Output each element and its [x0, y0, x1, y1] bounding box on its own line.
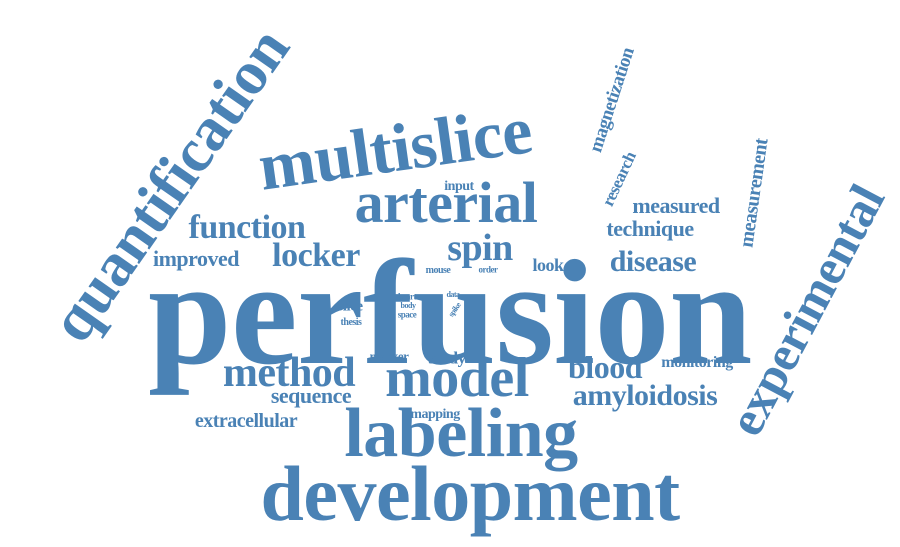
word-sequence: sequence	[270, 383, 352, 408]
word-extracellular: extracellular	[194, 410, 298, 432]
word-development: development	[260, 450, 680, 537]
word-measured: measured	[632, 193, 720, 218]
word-locker: locker	[272, 237, 360, 274]
word-method: method	[222, 350, 356, 396]
word-amyloidosis: amyloidosis	[572, 379, 718, 412]
word-body: body	[400, 301, 416, 310]
word-marker: marker	[369, 348, 409, 364]
word-look: look	[532, 255, 564, 275]
word-study: study	[428, 348, 466, 368]
word-improved: improved	[152, 246, 240, 271]
word-monitoring: monitoring	[661, 354, 733, 371]
word-space: space	[397, 309, 417, 320]
word-model: model	[385, 347, 529, 409]
word-disease: disease	[609, 245, 697, 278]
word-arterial: arterial	[354, 170, 538, 235]
word-measurement: measurement	[735, 137, 773, 249]
word-spin: spin	[447, 227, 513, 269]
word-function: function	[188, 209, 306, 246]
word-slice: slice	[337, 298, 364, 315]
word-technique: technique	[606, 216, 694, 241]
word-mapping: mapping	[410, 407, 460, 422]
word-heart: heart	[398, 291, 417, 302]
word-blood: blood	[568, 349, 642, 385]
word-thesis: thesis	[340, 317, 362, 328]
word-mouse: mouse	[425, 265, 451, 276]
word-order: order	[478, 264, 499, 275]
word-perfusion: perfusion	[148, 230, 752, 396]
word-labeling: labeling	[344, 395, 578, 472]
word-data: data	[446, 290, 460, 299]
word-input: input	[444, 179, 474, 194]
word-magnetization: magnetization	[585, 45, 639, 155]
